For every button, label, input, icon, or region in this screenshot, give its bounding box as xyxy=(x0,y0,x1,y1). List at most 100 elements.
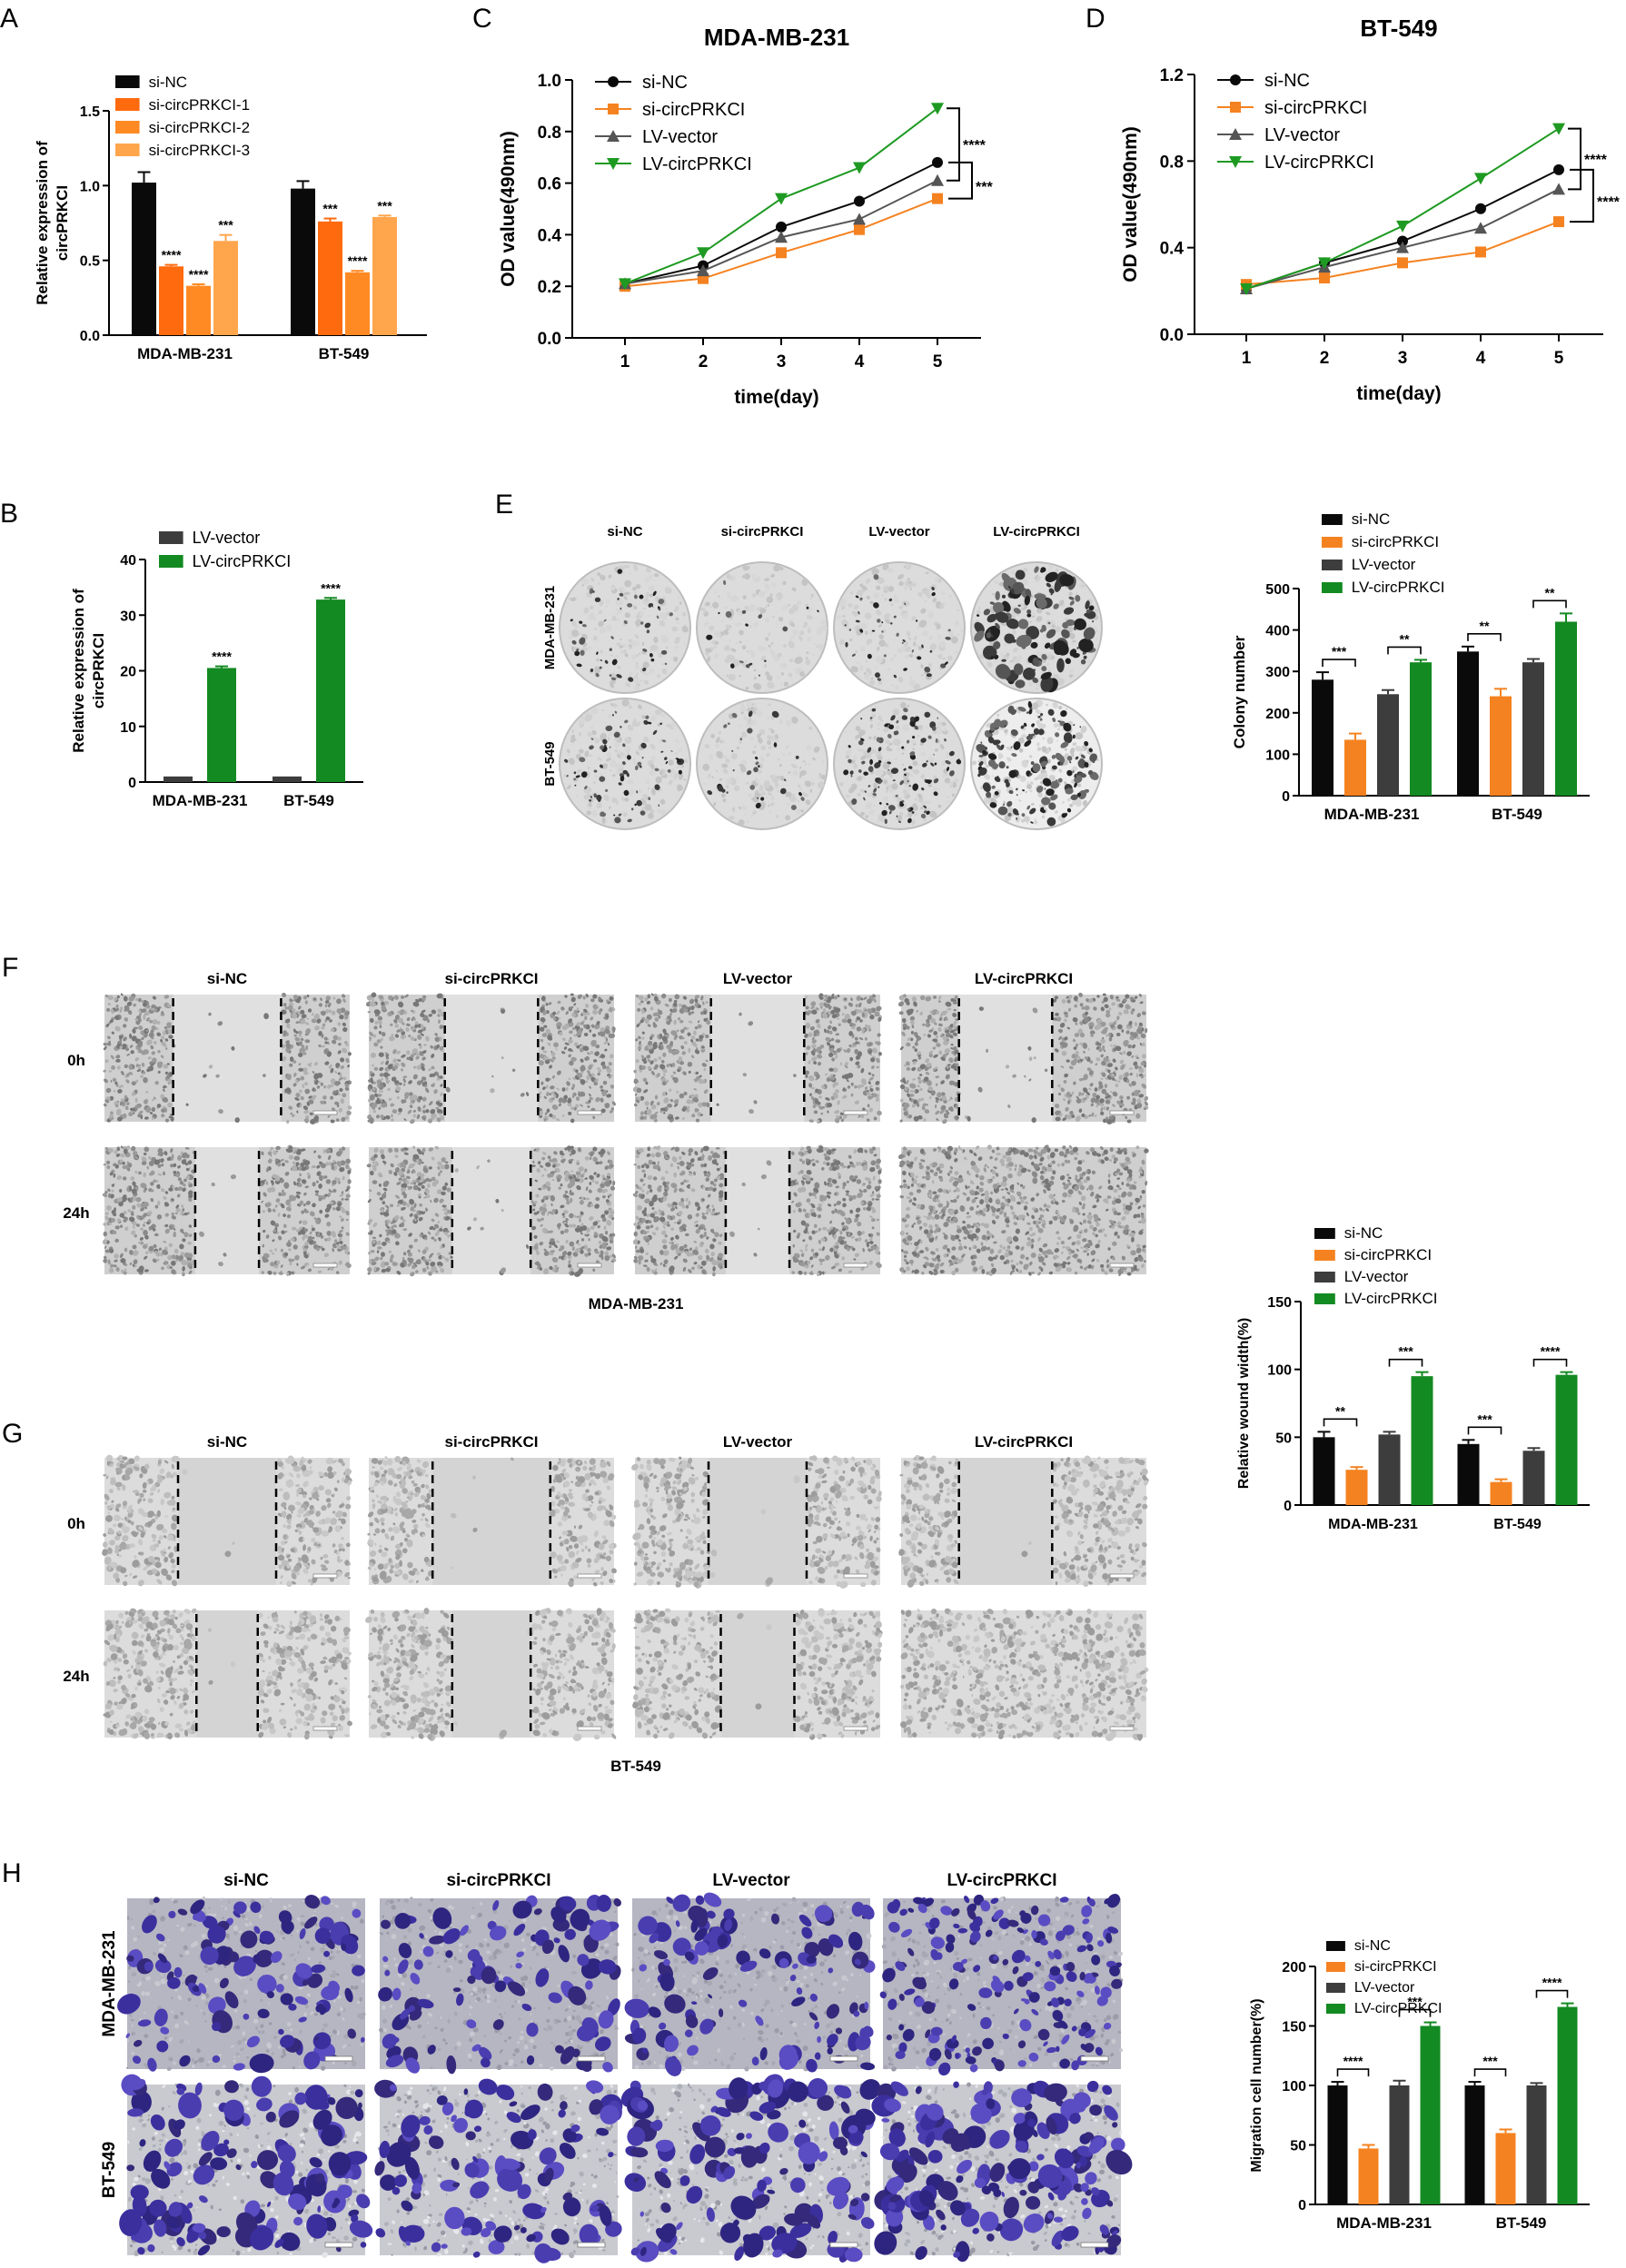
category-label: MDA-MB-231 xyxy=(153,792,248,809)
category-label: BT-549 xyxy=(1492,806,1542,823)
marker-square xyxy=(1553,216,1564,227)
category-label: BT-549 xyxy=(1496,2214,1547,2232)
bar-FG-1-1 xyxy=(1491,1482,1512,1505)
y-tick-label: 150 xyxy=(1267,1295,1292,1311)
significance-label: **** xyxy=(162,248,182,262)
legend-label: LV-vector xyxy=(1264,125,1340,145)
panel-label: A xyxy=(0,4,18,34)
bar-A-1-0 xyxy=(291,189,315,335)
figure-caption: MDA-MB-231 xyxy=(589,1295,684,1312)
significance-label: **** xyxy=(321,580,341,595)
marker-square xyxy=(1319,272,1330,283)
y-tick-label: 0.8 xyxy=(1160,153,1184,172)
legend-label: LV-circPRKCI xyxy=(642,154,752,174)
bar-FG-0-2 xyxy=(1379,1434,1401,1505)
significance-label: **** xyxy=(1541,1344,1561,1359)
marker-circle xyxy=(1230,74,1241,85)
significance-label: ** xyxy=(1400,631,1410,646)
column-label: si-NC xyxy=(207,970,247,987)
bar-A-0-0 xyxy=(132,183,156,335)
x-tick-label: 3 xyxy=(1398,349,1408,368)
legend-label: LV-vector xyxy=(1344,1268,1409,1285)
legend-label: si-NC xyxy=(1264,71,1310,91)
marker-square xyxy=(776,247,787,258)
y-tick-label: 0 xyxy=(1284,1499,1292,1514)
cell-mark xyxy=(594,737,596,738)
legend-label: si-NC xyxy=(149,74,188,91)
bar-H-0-2 xyxy=(1390,2085,1410,2204)
y-tick-label: 0.4 xyxy=(1160,240,1185,259)
panel-label: C xyxy=(472,4,492,34)
significance-label: ** xyxy=(1335,1403,1345,1418)
cell-mark xyxy=(379,1031,382,1035)
cell-mark xyxy=(539,1095,541,1098)
bar-E-1-2 xyxy=(1522,662,1544,796)
y-tick-label: 0.6 xyxy=(538,175,561,194)
x-axis-label: time(day) xyxy=(1356,383,1441,404)
cell-mark xyxy=(661,650,667,655)
bar-B-0-1 xyxy=(207,668,236,782)
bar-E-1-3 xyxy=(1555,621,1577,796)
legend-swatch xyxy=(1322,582,1343,593)
y-axis-label: Relative wound width(%) xyxy=(1236,1318,1252,1489)
y-tick-label: 1.2 xyxy=(1160,66,1184,85)
significance-label: *** xyxy=(322,202,338,216)
panel-label: B xyxy=(0,499,18,529)
significance-label: **** xyxy=(1542,1976,1562,1990)
legend-label: LV-vector xyxy=(193,529,261,547)
row-label: MDA-MB-231 xyxy=(542,586,558,670)
significance-label: *** xyxy=(377,198,392,213)
bar-FG-1-0 xyxy=(1458,1444,1480,1505)
significance-label: **** xyxy=(1584,153,1608,168)
legend-swatch xyxy=(1314,1250,1335,1261)
marker-triangle-down xyxy=(1552,124,1565,135)
y-tick-label: 0.0 xyxy=(80,329,100,344)
y-tick-label: 150 xyxy=(1282,2020,1306,2035)
line-chart-C: 0.00.20.40.60.81.01 2 3 4 5time(day)OD value… xyxy=(472,4,993,408)
cell-mark xyxy=(688,1048,690,1054)
legend-label: LV-circPRKCI xyxy=(1264,153,1374,173)
x-tick-label: 4 xyxy=(1476,349,1486,368)
y-axis-label: OD value(490nm) xyxy=(498,131,519,287)
significance-bracket xyxy=(1537,1991,1568,1998)
legend-label: si-NC xyxy=(1352,510,1391,528)
column-label: si-circPRKCI xyxy=(721,524,804,540)
y-tick-label: 0.4 xyxy=(538,226,562,245)
marker-square xyxy=(608,104,619,114)
marker-triangle-up xyxy=(1552,183,1565,194)
x-tick-label: 1 xyxy=(1242,349,1252,368)
marker-triangle-down xyxy=(1474,173,1487,184)
legend-swatch xyxy=(1314,1272,1335,1283)
legend-swatch xyxy=(1326,1962,1345,1972)
y-tick-label: 10 xyxy=(120,720,136,736)
legend-swatch xyxy=(115,121,140,134)
bar-H-1-0 xyxy=(1465,2085,1485,2204)
chart-title: MDA-MB-231 xyxy=(704,24,849,51)
y-tick-label: 30 xyxy=(120,609,136,624)
marker-circle xyxy=(776,222,787,233)
marker-triangle-up xyxy=(1474,222,1487,233)
y-tick-label: 300 xyxy=(1265,665,1290,680)
y-tick-label: 50 xyxy=(1275,1431,1292,1446)
bar-B-1-0 xyxy=(273,777,302,782)
legend-swatch xyxy=(115,75,140,88)
cell-mark xyxy=(591,809,598,817)
legend-label: si-NC xyxy=(642,73,688,93)
y-tick-label: 40 xyxy=(120,553,136,569)
marker-circle xyxy=(1553,164,1564,175)
legend-swatch xyxy=(1314,1293,1335,1304)
y-axis-label: Colony number xyxy=(1231,635,1248,748)
marker-square xyxy=(1230,102,1241,113)
legend-swatch xyxy=(1322,560,1343,570)
category-label: MDA-MB-231 xyxy=(1324,806,1420,823)
significance-bracket xyxy=(1468,634,1501,641)
bar-H-1-2 xyxy=(1527,2085,1547,2204)
marker-square xyxy=(1475,246,1486,257)
panel-label: F xyxy=(2,953,18,983)
marker-triangle-down xyxy=(775,193,788,205)
y-tick-label: 0 xyxy=(1282,789,1290,805)
significance-bracket xyxy=(947,108,959,181)
marker-triangle-down xyxy=(853,163,866,174)
